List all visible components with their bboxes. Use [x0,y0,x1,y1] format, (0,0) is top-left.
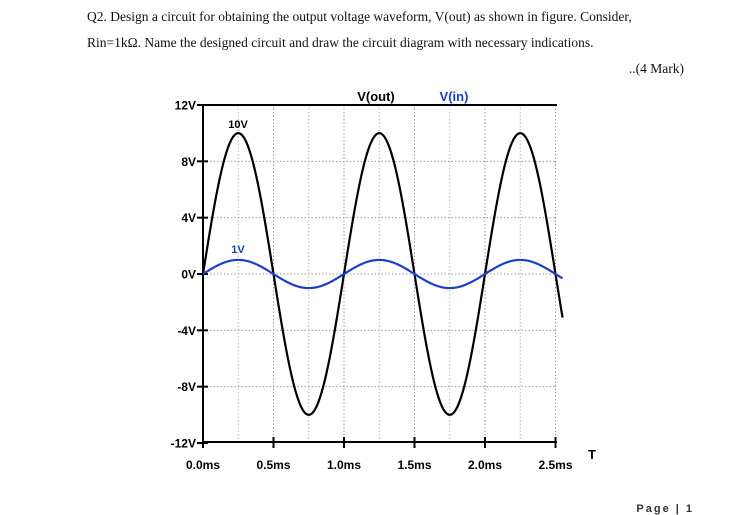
x-axis-label: T [588,447,596,462]
series-line-vout [201,132,564,416]
y-tick-label: 12V [175,99,196,113]
x-tick-label: 0.0ms [186,458,220,472]
x-tick-label: 1.0ms [327,458,361,472]
peak-annotation: 1V [231,244,245,256]
y-tick-label: 4V [181,211,196,225]
y-tick-label: 8V [181,155,196,169]
chart-axes [197,104,557,448]
peak-annotation: 10V [228,119,248,131]
series-line-vin [202,258,564,290]
y-tick-label: -12V [171,437,196,451]
marks-label: ..(4 Mark) [628,61,684,76]
x-tick-label: 2.0ms [468,458,502,472]
y-tick-label: -8V [177,380,196,394]
x-tick-label: 1.5ms [397,458,431,472]
x-tick-label: 0.5ms [256,458,290,472]
chart-grid [203,105,557,442]
question-text-line1: Q2. Design a circuit for obtaining the o… [87,9,632,24]
x-tick-label: 2.5ms [538,458,572,472]
page-footer: Page | 1 [636,503,694,515]
chart-labels: 12V 8V 4V 0V -4V -8V -12V 0.0ms 0.5ms 1.0ms 1.5ms 2… [171,89,596,472]
chart-series [201,132,564,416]
legend-label: V(in) [440,89,469,104]
question-text-line2: Rin=1kΩ. Name the designed circuit and d… [87,35,594,50]
legend-label: V(out) [357,89,395,104]
y-tick-label: 0V [181,268,196,282]
y-tick-label: -4V [177,324,196,338]
